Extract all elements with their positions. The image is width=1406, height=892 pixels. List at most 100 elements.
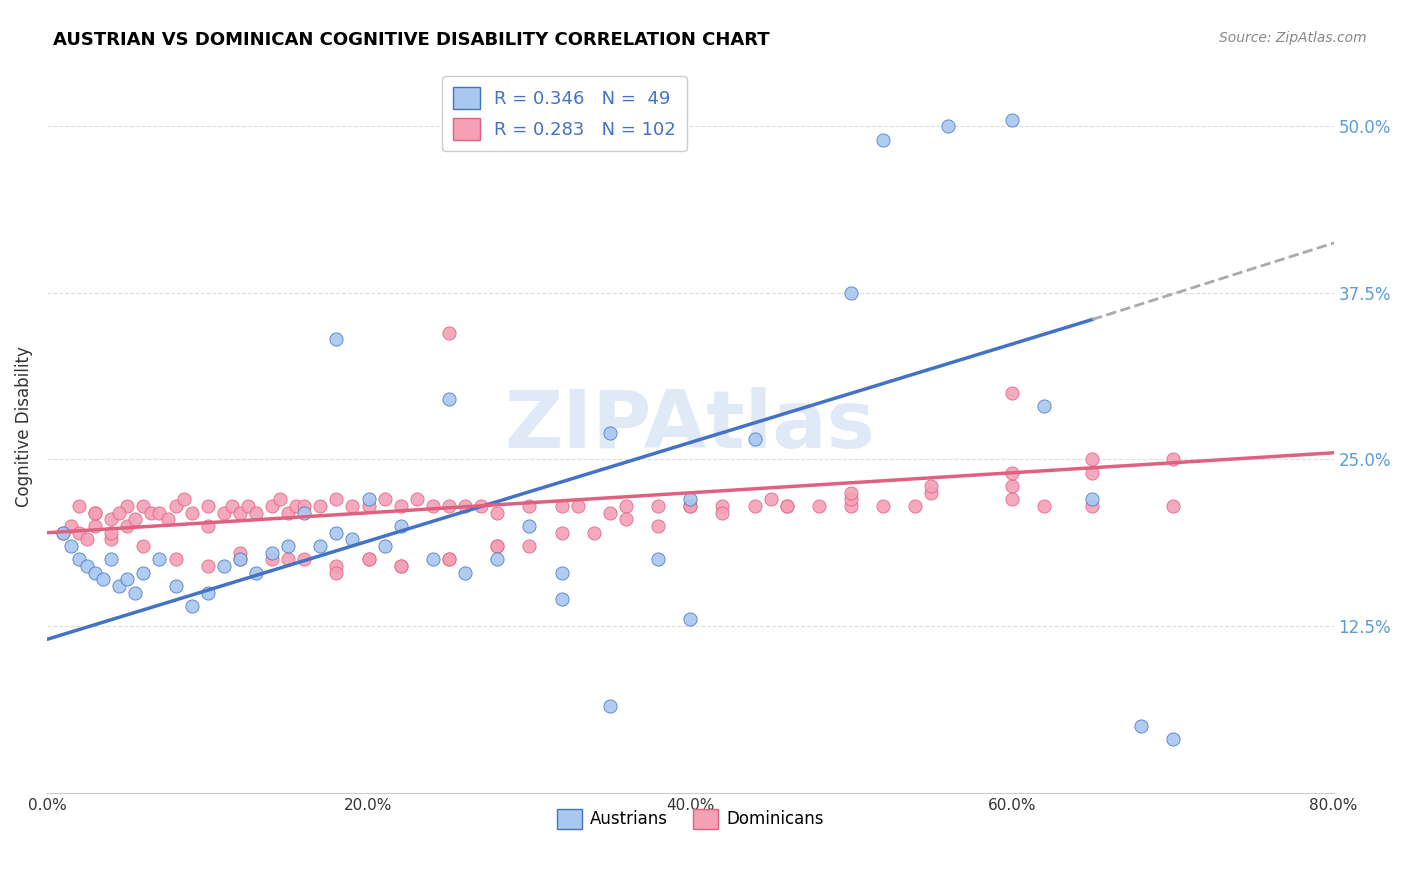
- Point: [117, 519, 139, 533]
- Point: [1001, 466, 1024, 480]
- Y-axis label: Cognitive Disability: Cognitive Disability: [15, 346, 32, 507]
- Point: [389, 559, 412, 574]
- Point: [437, 392, 460, 407]
- Point: [108, 579, 131, 593]
- Point: [221, 499, 243, 513]
- Point: [277, 539, 299, 553]
- Point: [165, 552, 187, 566]
- Point: [839, 499, 862, 513]
- Point: [325, 525, 347, 540]
- Point: [76, 533, 98, 547]
- Point: [1161, 732, 1184, 747]
- Text: AUSTRIAN VS DOMINICAN COGNITIVE DISABILITY CORRELATION CHART: AUSTRIAN VS DOMINICAN COGNITIVE DISABILI…: [53, 31, 770, 49]
- Point: [470, 499, 492, 513]
- Point: [309, 539, 332, 553]
- Point: [1081, 492, 1104, 507]
- Point: [614, 499, 637, 513]
- Point: [277, 552, 299, 566]
- Point: [776, 499, 799, 513]
- Point: [582, 525, 605, 540]
- Point: [486, 539, 509, 553]
- Point: [165, 579, 187, 593]
- Point: [67, 525, 90, 540]
- Point: [519, 539, 541, 553]
- Point: [1033, 499, 1056, 513]
- Point: [486, 506, 509, 520]
- Point: [100, 533, 122, 547]
- Point: [124, 585, 146, 599]
- Point: [309, 499, 332, 513]
- Point: [67, 552, 90, 566]
- Point: [1001, 112, 1024, 127]
- Point: [156, 512, 179, 526]
- Point: [84, 506, 107, 520]
- Point: [357, 492, 380, 507]
- Point: [1001, 479, 1024, 493]
- Point: [374, 539, 396, 553]
- Point: [437, 552, 460, 566]
- Point: [197, 585, 219, 599]
- Point: [1001, 492, 1024, 507]
- Point: [292, 506, 315, 520]
- Point: [212, 506, 235, 520]
- Point: [342, 499, 364, 513]
- Point: [52, 525, 75, 540]
- Point: [550, 566, 572, 580]
- Point: [1161, 499, 1184, 513]
- Point: [165, 499, 187, 513]
- Point: [117, 499, 139, 513]
- Point: [872, 499, 894, 513]
- Point: [325, 566, 347, 580]
- Point: [389, 499, 412, 513]
- Point: [839, 285, 862, 300]
- Point: [260, 546, 283, 560]
- Point: [839, 492, 862, 507]
- Point: [1081, 452, 1104, 467]
- Point: [759, 492, 782, 507]
- Point: [100, 512, 122, 526]
- Point: [599, 699, 621, 714]
- Point: [325, 559, 347, 574]
- Text: ZIPAtlas: ZIPAtlas: [505, 387, 876, 465]
- Point: [454, 499, 477, 513]
- Point: [389, 519, 412, 533]
- Point: [100, 525, 122, 540]
- Point: [1081, 466, 1104, 480]
- Point: [197, 499, 219, 513]
- Point: [292, 499, 315, 513]
- Point: [550, 499, 572, 513]
- Point: [807, 499, 830, 513]
- Point: [647, 552, 669, 566]
- Point: [245, 566, 267, 580]
- Point: [197, 559, 219, 574]
- Point: [519, 499, 541, 513]
- Point: [599, 425, 621, 440]
- Point: [84, 506, 107, 520]
- Point: [374, 492, 396, 507]
- Point: [141, 506, 163, 520]
- Point: [132, 539, 155, 553]
- Text: Source: ZipAtlas.com: Source: ZipAtlas.com: [1219, 31, 1367, 45]
- Point: [1033, 399, 1056, 413]
- Point: [269, 492, 291, 507]
- Point: [744, 433, 766, 447]
- Point: [357, 552, 380, 566]
- Point: [776, 499, 799, 513]
- Point: [550, 592, 572, 607]
- Point: [711, 506, 734, 520]
- Point: [920, 479, 942, 493]
- Point: [486, 539, 509, 553]
- Point: [437, 499, 460, 513]
- Point: [148, 552, 170, 566]
- Point: [614, 512, 637, 526]
- Point: [904, 499, 927, 513]
- Point: [872, 132, 894, 146]
- Point: [744, 499, 766, 513]
- Point: [197, 519, 219, 533]
- Point: [647, 519, 669, 533]
- Point: [236, 499, 259, 513]
- Point: [292, 552, 315, 566]
- Point: [422, 499, 444, 513]
- Point: [325, 333, 347, 347]
- Point: [405, 492, 427, 507]
